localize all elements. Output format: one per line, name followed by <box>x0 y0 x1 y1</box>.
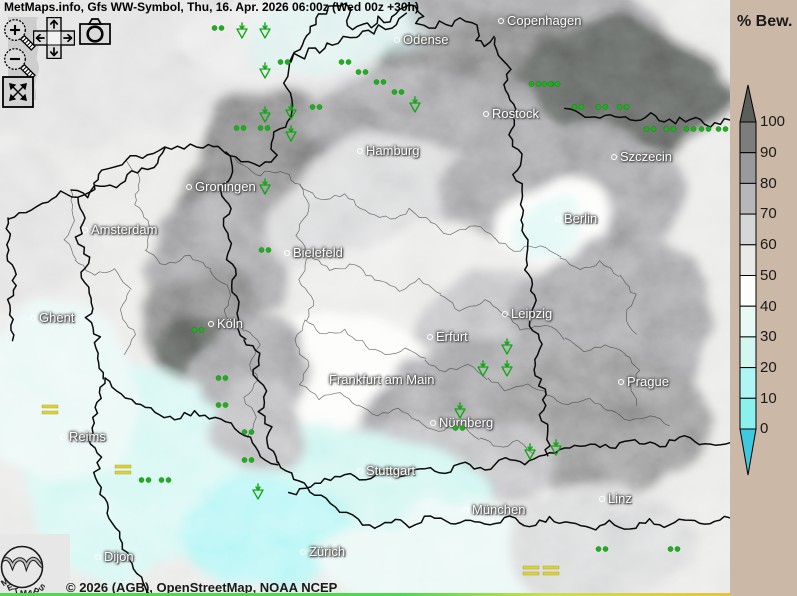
svg-text:10: 10 <box>760 390 777 407</box>
svg-text:80: 80 <box>760 175 777 192</box>
svg-text:100: 100 <box>760 113 785 130</box>
svg-text:0: 0 <box>760 420 768 437</box>
svg-text:20: 20 <box>760 359 777 376</box>
svg-text:50: 50 <box>760 267 777 284</box>
svg-text:60: 60 <box>760 236 777 253</box>
svg-text:40: 40 <box>760 298 777 315</box>
svg-text:90: 90 <box>760 144 777 161</box>
svg-text:70: 70 <box>760 205 777 222</box>
svg-text:30: 30 <box>760 328 777 345</box>
